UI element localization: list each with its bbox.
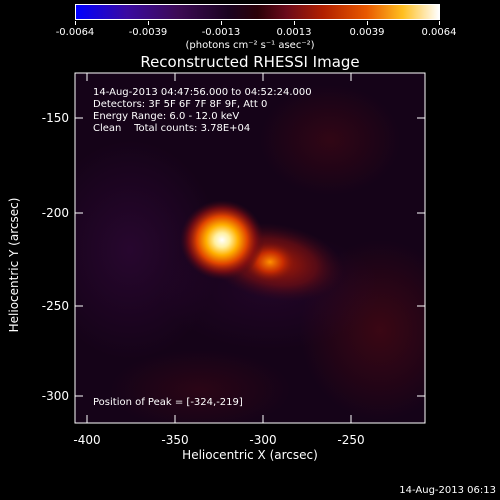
colorbar-tick xyxy=(148,21,149,25)
energy-range-label: Energy Range: 6.0 - 12.0 keV xyxy=(93,111,240,122)
clean-counts-label: Clean Total counts: 3.78E+04 xyxy=(93,123,251,134)
x-tick-label: -400 xyxy=(73,433,101,447)
x-axis-title: Heliocentric X (arcsec) xyxy=(182,448,318,462)
x-tick-label: -300 xyxy=(249,433,277,447)
colorbar-units-label: (photons cm⁻² s⁻¹ asec⁻²) xyxy=(185,40,315,51)
flare-peak-source xyxy=(180,200,264,280)
time-range-label: 14-Aug-2013 04:47:56.000 to 04:52:24.000 xyxy=(93,87,312,98)
footer-timestamp: 14-Aug-2013 06:13 xyxy=(399,485,496,496)
y-tick-label: -150 xyxy=(41,111,69,125)
x-tick-label: -250 xyxy=(337,433,365,447)
y-tick-label: -300 xyxy=(41,389,69,403)
colorbar-tick-label: 0.0039 xyxy=(349,27,385,38)
colorbar-tick xyxy=(367,21,368,25)
y-axis-title: Heliocentric Y (arcsec) xyxy=(7,197,21,333)
colorbar-tick-label: 0.0013 xyxy=(276,27,312,38)
colorbar-tick xyxy=(75,21,76,25)
y-tick-label: -250 xyxy=(41,299,69,313)
peak-position-label: Position of Peak = [-324,-219] xyxy=(93,397,243,408)
detectors-label: Detectors: 3F 5F 6F 7F 8F 9F, Att 0 xyxy=(93,99,268,110)
colorbar-tick-label: -0.0064 xyxy=(55,27,95,38)
y-tick-label: -200 xyxy=(41,206,69,220)
colorbar-tick-label: 0.0064 xyxy=(421,27,457,38)
colorbar xyxy=(75,4,440,20)
colorbar-tick-label: -0.0039 xyxy=(128,27,168,38)
colorbar-tick xyxy=(221,21,222,25)
colorbar-tick xyxy=(439,21,440,25)
plot-frame xyxy=(74,72,426,424)
x-tick-label: -350 xyxy=(161,433,189,447)
colorbar-tick-label: -0.0013 xyxy=(201,27,241,38)
x-axis-ticks xyxy=(86,73,352,423)
y-axis-ticks xyxy=(75,117,425,397)
colorbar-tick xyxy=(294,21,295,25)
plot-title: Reconstructed RHESSI Image xyxy=(140,53,360,71)
